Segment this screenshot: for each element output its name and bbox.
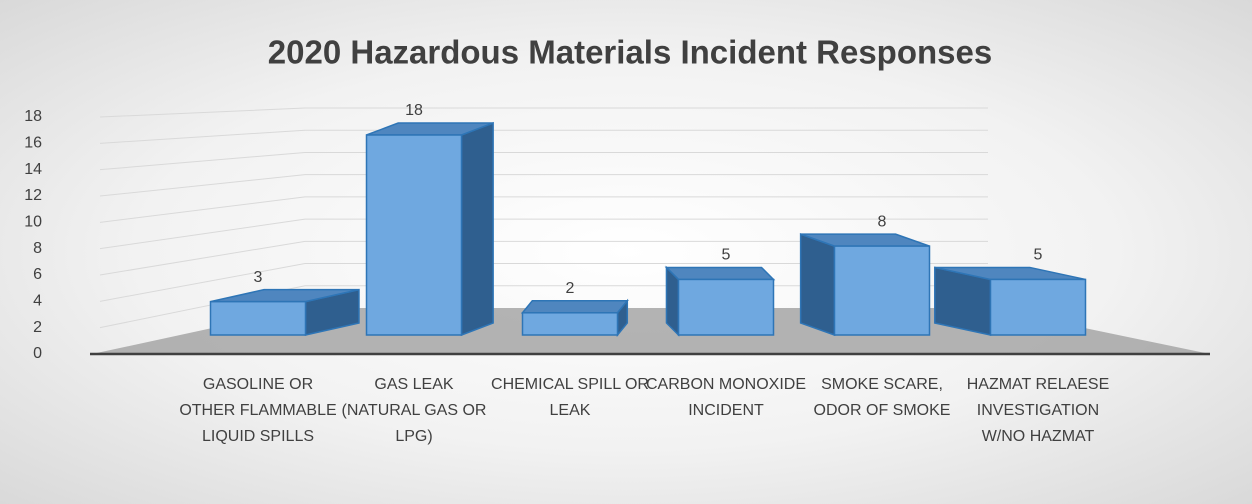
grid-line [99,174,988,197]
grid-line [99,263,988,302]
data-label: 8 [878,213,887,230]
y-tick-label: 8 [33,240,42,257]
data-label: 5 [722,247,731,264]
y-tick-label: 6 [33,266,42,283]
data-label: 2 [566,280,575,297]
grid-line [99,240,988,276]
bar [365,134,463,336]
bar [677,278,775,336]
bar-side [460,121,494,337]
grid-line [99,151,988,171]
x-tick-label: CARBON MONOXIDE INCIDENT [646,376,807,419]
grid-line [99,218,988,250]
y-tick-label: 10 [24,214,42,231]
x-tick-label: SMOKE SCARE, ODOR OF SMOKE [813,376,951,419]
y-tick-label: 14 [24,161,42,178]
grid-line [99,107,988,118]
bar [833,245,931,336]
bar [989,278,1087,336]
bar-top [520,300,629,314]
y-tick-label: 4 [33,293,42,310]
bar [521,312,619,336]
y-tick-label: 16 [24,135,42,152]
y-tick-label: 18 [24,108,42,125]
chart-title: 2020 Hazardous Materials Incident Respon… [268,34,992,71]
y-tick-label: 0 [33,345,42,362]
bar-top [664,266,776,281]
bar-side [799,233,836,337]
grid-line [99,129,988,144]
x-tick-label: HAZMAT RELAESE INVESTIGATION W/NO HAZMAT [966,376,1110,445]
bar [209,300,307,336]
y-tick-label: 2 [33,319,42,336]
data-label: 3 [254,269,263,286]
y-tick-label: 12 [24,187,42,204]
x-tick-label: GAS LEAK (NATURAL GAS OR LPG) [341,376,487,445]
x-tick-label: CHEMICAL SPILL OR LEAK [491,376,649,419]
grid-line [99,196,988,223]
data-label: 18 [405,102,423,119]
x-tick-label: GASOLINE OR OTHER FLAMMABLE LIQUID SPILL… [179,376,337,445]
data-label: 5 [1034,247,1043,264]
